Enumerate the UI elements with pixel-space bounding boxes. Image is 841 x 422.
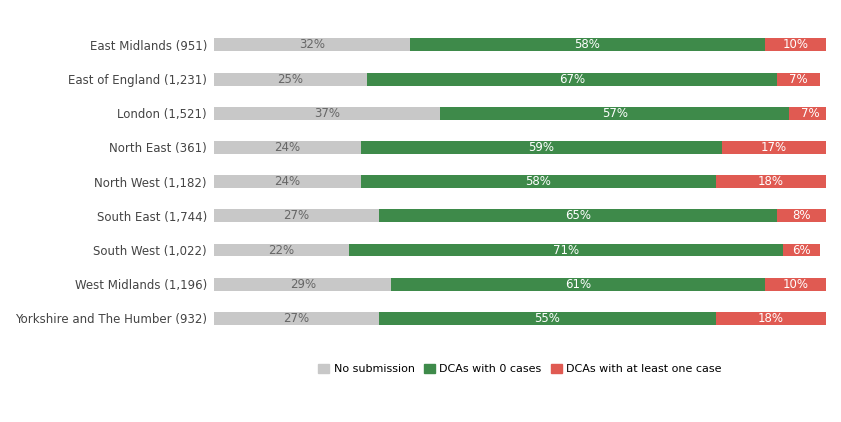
Bar <box>777 209 826 222</box>
Text: 17%: 17% <box>761 141 787 154</box>
Text: 7%: 7% <box>789 73 807 86</box>
Text: 27%: 27% <box>283 209 309 222</box>
Bar <box>214 243 349 257</box>
Text: 58%: 58% <box>526 175 551 188</box>
Text: 25%: 25% <box>278 73 304 86</box>
Bar <box>214 38 410 51</box>
Text: 55%: 55% <box>535 312 560 325</box>
Bar <box>214 175 361 188</box>
Bar <box>214 312 379 325</box>
Bar <box>349 243 783 257</box>
Bar <box>214 73 367 86</box>
Text: 57%: 57% <box>602 107 628 120</box>
Bar <box>764 38 826 51</box>
Bar <box>410 38 764 51</box>
Bar <box>777 73 820 86</box>
Text: 59%: 59% <box>528 141 554 154</box>
Bar <box>361 141 722 154</box>
Text: 37%: 37% <box>315 107 340 120</box>
Bar <box>783 243 820 257</box>
Text: 71%: 71% <box>553 243 579 257</box>
Bar <box>716 175 826 188</box>
Bar <box>379 312 716 325</box>
Text: 58%: 58% <box>574 38 600 51</box>
Text: 6%: 6% <box>792 243 811 257</box>
Text: 10%: 10% <box>782 38 808 51</box>
Text: 7%: 7% <box>801 107 820 120</box>
Text: 65%: 65% <box>565 209 591 222</box>
Text: 18%: 18% <box>758 312 784 325</box>
Bar <box>789 107 832 120</box>
Bar <box>214 209 379 222</box>
Text: 24%: 24% <box>274 175 300 188</box>
Text: 32%: 32% <box>299 38 325 51</box>
Bar <box>367 73 777 86</box>
Text: 61%: 61% <box>565 278 591 291</box>
Text: 10%: 10% <box>782 278 808 291</box>
Bar <box>722 141 826 154</box>
Bar <box>361 175 716 188</box>
Legend: No submission, DCAs with 0 cases, DCAs with at least one case: No submission, DCAs with 0 cases, DCAs w… <box>315 360 725 377</box>
Bar <box>441 107 789 120</box>
Bar <box>214 141 361 154</box>
Text: 18%: 18% <box>758 175 784 188</box>
Bar <box>379 209 777 222</box>
Bar <box>214 107 441 120</box>
Bar <box>716 312 826 325</box>
Text: 67%: 67% <box>559 73 585 86</box>
Text: 8%: 8% <box>792 209 811 222</box>
Bar <box>391 278 764 291</box>
Text: 27%: 27% <box>283 312 309 325</box>
Bar <box>214 278 391 291</box>
Text: 22%: 22% <box>268 243 294 257</box>
Text: 24%: 24% <box>274 141 300 154</box>
Text: 29%: 29% <box>289 278 315 291</box>
Bar <box>764 278 826 291</box>
